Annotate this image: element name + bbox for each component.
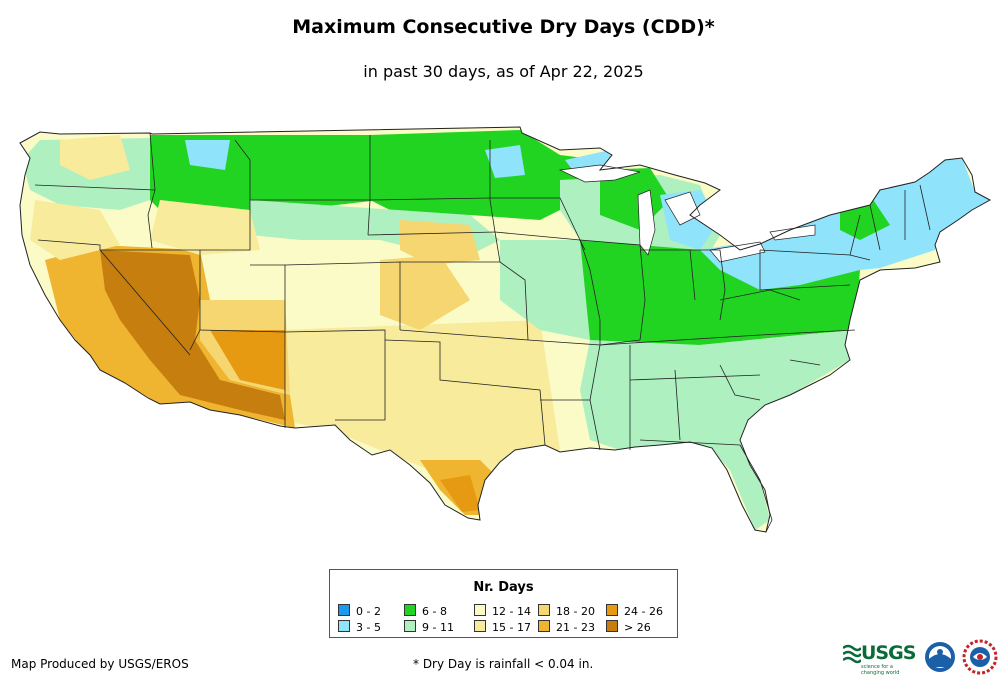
- dry-day-note: * Dry Day is rainfall < 0.04 in.: [413, 657, 594, 671]
- legend-swatch: [404, 604, 416, 616]
- nws-logo-icon: [962, 639, 998, 675]
- legend-label: 9 - 11: [422, 621, 454, 634]
- legend-label: 12 - 14: [492, 605, 531, 618]
- legend-item-9-11: 9 - 11: [404, 620, 454, 634]
- legend-swatch: [474, 620, 486, 632]
- legend-swatch: [606, 604, 618, 616]
- legend-swatch: [338, 604, 350, 616]
- legend-item-12-14: 12 - 14: [474, 604, 531, 618]
- legend-swatch: [538, 620, 550, 632]
- legend-title: Nr. Days: [473, 580, 534, 595]
- legend-swatch: [538, 604, 550, 616]
- legend-item-3-5: 3 - 5: [338, 620, 381, 634]
- usgs-logo: USGS science for a changing world: [843, 642, 917, 676]
- legend-swatch: [404, 620, 416, 632]
- legend-item-21-23: 21 - 23: [538, 620, 595, 634]
- map-subtitle: in past 30 days, as of Apr 22, 2025: [363, 62, 644, 81]
- legend-label: 15 - 17: [492, 621, 531, 634]
- legend-label: 3 - 5: [356, 621, 381, 634]
- legend-label: 21 - 23: [556, 621, 595, 634]
- legend-label: 0 - 2: [356, 605, 381, 618]
- noaa-logo-icon: [925, 642, 955, 672]
- florida-coast: [739, 444, 773, 533]
- legend-swatch: [338, 620, 350, 632]
- legend-label: > 26: [624, 621, 651, 634]
- map-title: Maximum Consecutive Dry Days (CDD)*: [292, 16, 715, 38]
- legend-item-gt-26: > 26: [606, 620, 651, 634]
- legend-label: 24 - 26: [624, 605, 663, 618]
- usgs-wordmark: USGS: [861, 642, 916, 664]
- legend-label: 18 - 20: [556, 605, 595, 618]
- legend-item-6-8: 6 - 8: [404, 604, 447, 618]
- legend-item-0-2: 0 - 2: [338, 604, 381, 618]
- state-borders: [19, 126, 992, 533]
- legend-item-24-26: 24 - 26: [606, 604, 663, 618]
- usgs-tagline: science for a changing world: [861, 664, 900, 676]
- legend-item-18-20: 18 - 20: [538, 604, 595, 618]
- usgs-wave-icon: [843, 644, 861, 664]
- legend-item-15-17: 15 - 17: [474, 620, 531, 634]
- legend-label: 6 - 8: [422, 605, 447, 618]
- map-credit: Map Produced by USGS/EROS: [11, 657, 189, 671]
- legend: Nr. Days 0 - 2 3 - 5 6 - 8 9 - 11 12 - 1…: [329, 569, 678, 638]
- legend-swatch: [474, 604, 486, 616]
- map-color-field: [20, 127, 990, 532]
- great-lakes: [558, 164, 816, 263]
- legend-swatch: [606, 620, 618, 632]
